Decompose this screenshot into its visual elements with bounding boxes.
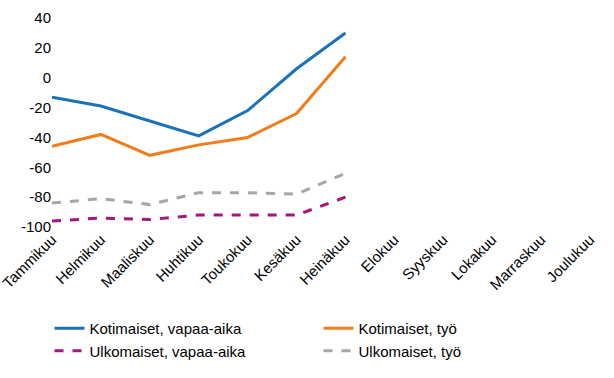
svg-text:Joulukuu: Joulukuu [543,231,597,285]
svg-text:-100: -100 [21,218,51,235]
svg-text:Kotimaiset, vapaa-aika: Kotimaiset, vapaa-aika [90,320,242,337]
svg-text:Huhtikuu: Huhtikuu [152,231,206,285]
svg-text:40: 40 [34,9,51,26]
svg-text:-60: -60 [29,159,51,176]
svg-text:Ulkomaiset, vapaa-aika: Ulkomaiset, vapaa-aika [90,343,247,360]
svg-text:-80: -80 [29,188,51,205]
svg-text:Marraskuu: Marraskuu [486,231,548,293]
svg-text:Ulkomaiset, työ: Ulkomaiset, työ [359,343,462,360]
svg-text:Helmikuu: Helmikuu [52,231,108,287]
svg-text:0: 0 [43,69,51,86]
svg-text:Syyskuu: Syyskuu [399,231,451,283]
svg-text:Elokuu: Elokuu [357,231,401,275]
svg-text:Kotimaiset, työ: Kotimaiset, työ [359,320,457,337]
svg-text:20: 20 [34,39,51,56]
svg-text:Heinäkuu: Heinäkuu [296,231,353,288]
svg-text:Kesäkuu: Kesäkuu [251,231,304,284]
svg-text:Tammikuu: Tammikuu [0,231,59,291]
svg-text:Maaliskuu: Maaliskuu [97,231,157,291]
svg-text:-40: -40 [29,129,51,146]
svg-text:-20: -20 [29,99,51,116]
svg-text:Lokakuu: Lokakuu [447,231,499,283]
svg-text:Toukokuu: Toukokuu [198,231,255,288]
